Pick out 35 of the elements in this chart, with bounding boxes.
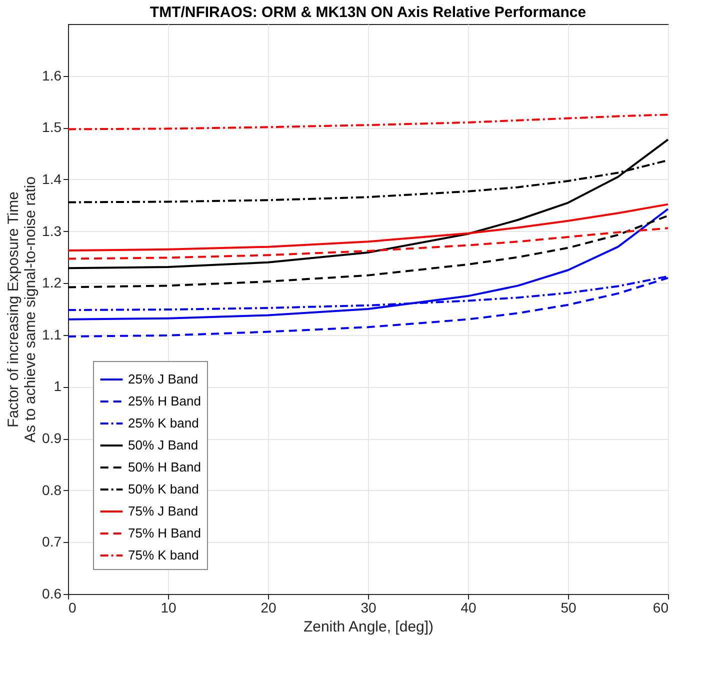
legend-label: 75% K band [128, 548, 199, 562]
x-tick-label: 50 [560, 600, 576, 616]
legend-label: 25% H Band [128, 394, 201, 408]
x-axis-title: Zenith Angle, [deg]) [303, 618, 434, 636]
x-tick-label: 10 [160, 600, 176, 616]
y-tick-label: 0.7 [42, 534, 62, 550]
x-tick-label: 40 [460, 600, 476, 616]
line-series [67, 114, 669, 130]
y-tick-label: 1.1 [42, 326, 62, 342]
y-tick-label: 1.3 [42, 222, 62, 239]
y-tick-label: 1.2 [42, 274, 62, 291]
line-series [67, 227, 669, 260]
legend-label: 25% J Band [128, 372, 198, 386]
line-series [67, 138, 669, 270]
legend-label: 75% H Band [128, 526, 201, 540]
y-tick-label: 0.6 [42, 586, 62, 602]
y-tick-label: 1.6 [42, 67, 62, 84]
y-tick-label: 1.4 [42, 170, 62, 187]
legend-label: 75% J Band [128, 504, 198, 518]
legend-label: 50% K band [128, 482, 199, 496]
legend-label: 50% H Band [128, 460, 201, 474]
chart-title: TMT/NFIRAOS: ORM & MK13N ON Axis Relative Performance [150, 4, 586, 21]
x-tick-label: 60 [652, 600, 669, 616]
line-series [67, 203, 669, 252]
legend-label: 25% K band [128, 416, 199, 430]
y-tick-label: 1 [54, 378, 62, 394]
y-tick-label: 0.8 [42, 482, 62, 498]
y-tick-label: 0.9 [42, 430, 62, 446]
y-tick-label: 1.5 [42, 119, 62, 136]
legend-label: 50% J Band [128, 438, 198, 452]
x-tick-label: 30 [360, 600, 376, 616]
line-series [67, 214, 669, 288]
x-tick-label: 0 [68, 600, 76, 616]
x-tick-label: 20 [260, 600, 276, 616]
y-axis-title: Factor of increasing Exposure Time As to achieve same signal-to-noise ratio [5, 176, 40, 442]
